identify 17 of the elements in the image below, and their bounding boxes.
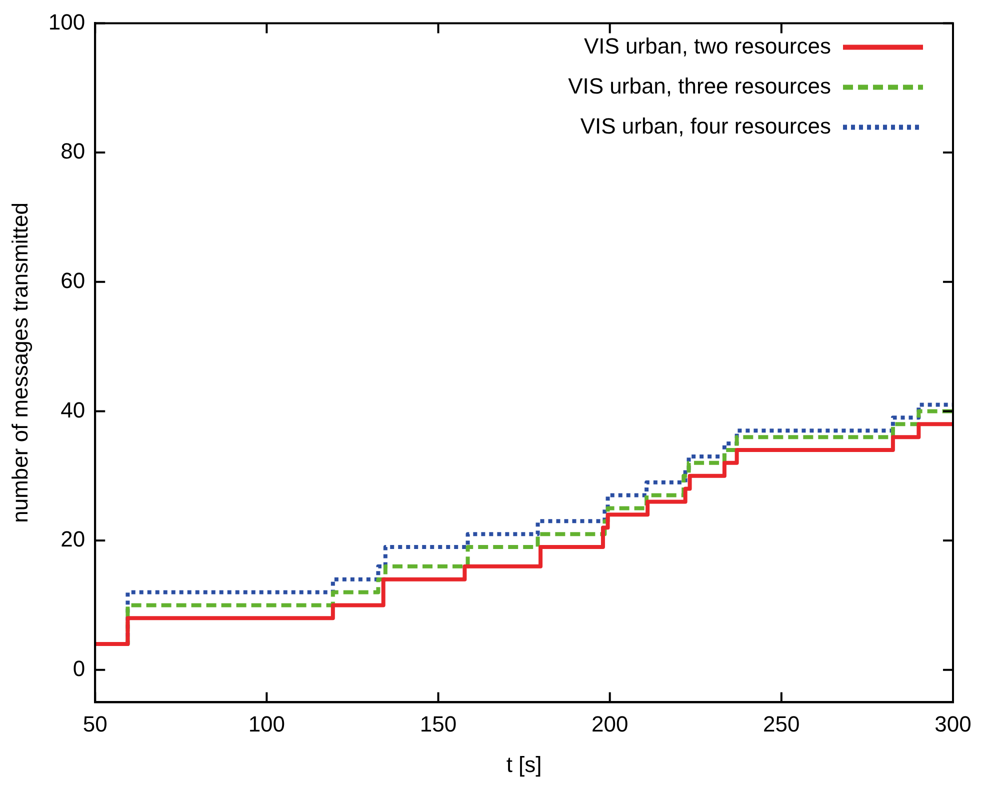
x-tick-label: 50: [82, 711, 108, 736]
legend-label: VIS urban, two resources: [584, 33, 831, 58]
x-tick-label: 200: [591, 711, 628, 736]
x-tick-label: 100: [248, 711, 286, 736]
y-tick-label: 100: [48, 9, 86, 34]
y-tick-label: 0: [72, 656, 86, 681]
y-tick-label: 20: [60, 526, 86, 552]
y-tick-label: 40: [60, 397, 86, 422]
legend-label: VIS urban, four resources: [580, 113, 831, 138]
y-tick-label: 60: [60, 268, 86, 293]
x-axis-title: t [s]: [506, 752, 542, 777]
x-tick-label: 250: [763, 711, 800, 736]
legend-label: VIS urban, three resources: [568, 73, 831, 98]
x-tick-label: 150: [420, 711, 457, 736]
x-tick-label: 300: [934, 711, 972, 736]
y-tick-label: 80: [60, 138, 86, 164]
y-axis-title: number of messages transmitted: [7, 202, 32, 523]
